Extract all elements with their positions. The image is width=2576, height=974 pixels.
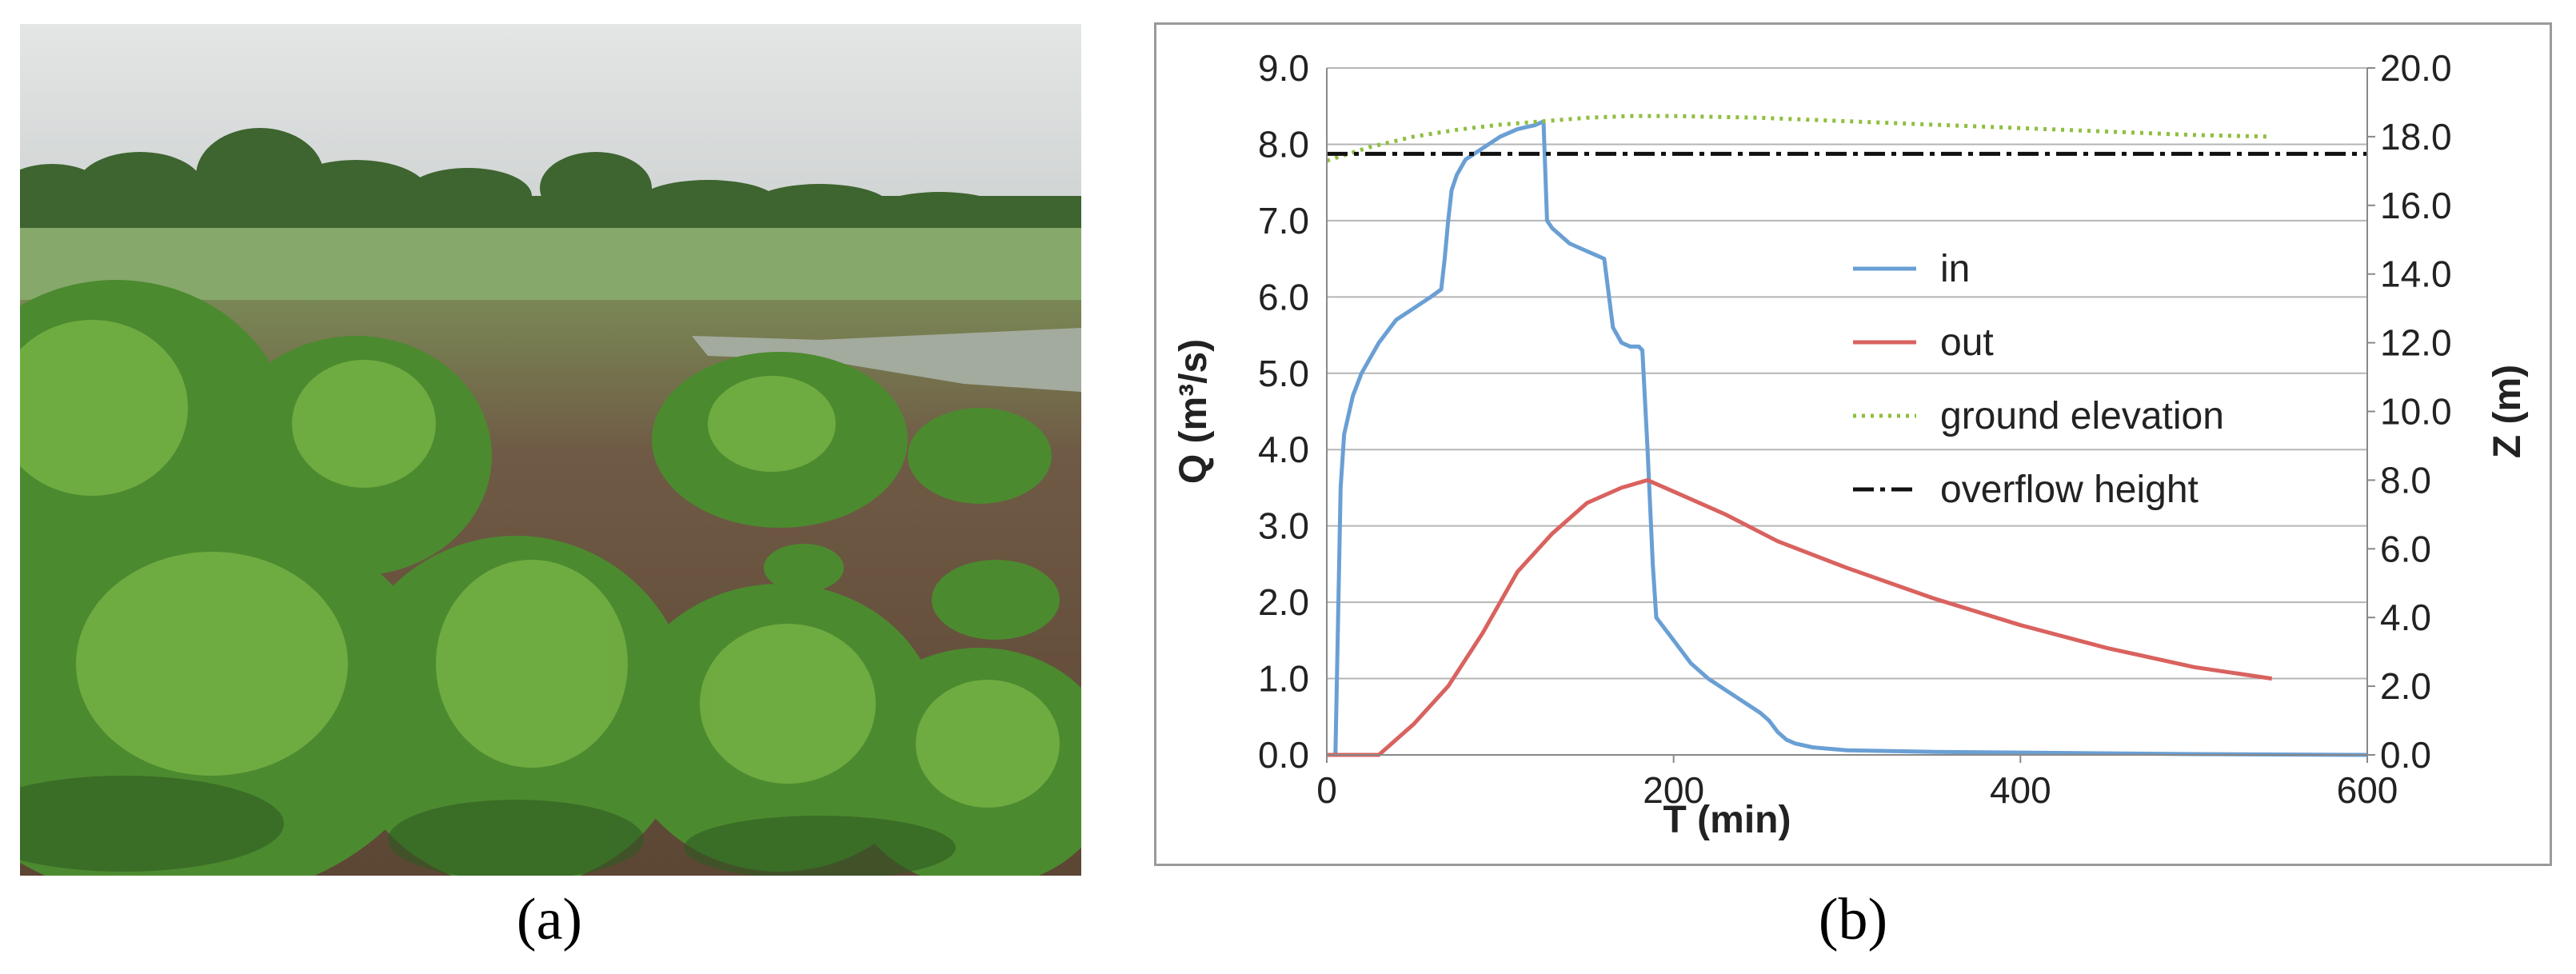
line-chart: 0.0 1.0 2.0 3.0 4.0 5.0 6.0 7.0 8.0 9.0 0.0 2.0 4.0 6… (1172, 47, 2529, 841)
y-tick-label: 6.0 (1258, 276, 1309, 317)
y2-tick-label: 2.0 (2380, 665, 2431, 707)
y2-tick-label: 0.0 (2380, 734, 2431, 776)
y-tick-label: 9.0 (1258, 47, 1309, 89)
x-tick-label: 0 (1316, 769, 1337, 811)
legend: in out ground elevation overflow height (1853, 248, 2224, 511)
y2-tick-label: 10.0 (2380, 391, 2452, 433)
series-line-out (1327, 477, 2273, 757)
shrub-shadows (20, 776, 956, 876)
y-tick-label: 5.0 (1258, 353, 1309, 394)
legend-label-overflow-height: overflow height (1940, 469, 2199, 511)
series-layer (1326, 114, 2368, 757)
y-tick-label: 2.0 (1258, 581, 1309, 623)
legend-label-in: in (1940, 248, 1970, 290)
field-photo-scene (20, 24, 1081, 876)
far-grass (20, 228, 1081, 300)
y-axis-title: Q (m³/s) (1172, 339, 1215, 484)
y-tick-label: 1.0 (1258, 658, 1309, 700)
y2-axis-title: Z (m) (2486, 365, 2529, 458)
panel-label-a: (a) (516, 887, 583, 952)
axes-layer (1326, 67, 2375, 763)
series-line-in (1327, 119, 2368, 757)
shrub-highlights (20, 320, 1060, 808)
y-tick-label: 7.0 (1258, 200, 1309, 242)
y2-tick-label: 4.0 (2380, 597, 2431, 638)
y2-tick-label: 8.0 (2380, 459, 2431, 501)
x-tick-label: 600 (2337, 769, 2398, 811)
y-tick-label: 0.0 (1258, 734, 1309, 776)
x-axis-title: T (min) (1663, 799, 1791, 841)
x-tick-label: 400 (1990, 769, 2051, 811)
ticks-layer: 0.0 1.0 2.0 3.0 4.0 5.0 6.0 7.0 8.0 9.0 0.0 2.0 4.0 6… (1258, 47, 2451, 811)
y-tick-label: 3.0 (1258, 505, 1309, 547)
x-tick-label: 200 (1643, 769, 1704, 811)
y2-tick-label: 12.0 (2380, 322, 2452, 364)
y2-tick-label: 6.0 (2380, 528, 2431, 569)
pond (692, 328, 1081, 392)
legend-label-out: out (1940, 321, 1994, 364)
panel-label-b: (b) (1818, 887, 1888, 952)
y2-tick-label: 18.0 (2380, 116, 2452, 158)
y-tick-label: 8.0 (1258, 123, 1309, 165)
y2-tick-label: 16.0 (2380, 185, 2452, 226)
legend-label-ground-elevation: ground elevation (1940, 395, 2224, 437)
y2-tick-label: 14.0 (2380, 253, 2452, 295)
field-photo (20, 24, 1081, 876)
series-line-ground-elevation (1326, 114, 2272, 163)
chart-frame: 0.0 1.0 2.0 3.0 4.0 5.0 6.0 7.0 8.0 9.0 0.0 2.0 4.0 6… (1154, 22, 2552, 866)
y-tick-label: 4.0 (1258, 429, 1309, 470)
y2-tick-label: 20.0 (2380, 47, 2452, 89)
